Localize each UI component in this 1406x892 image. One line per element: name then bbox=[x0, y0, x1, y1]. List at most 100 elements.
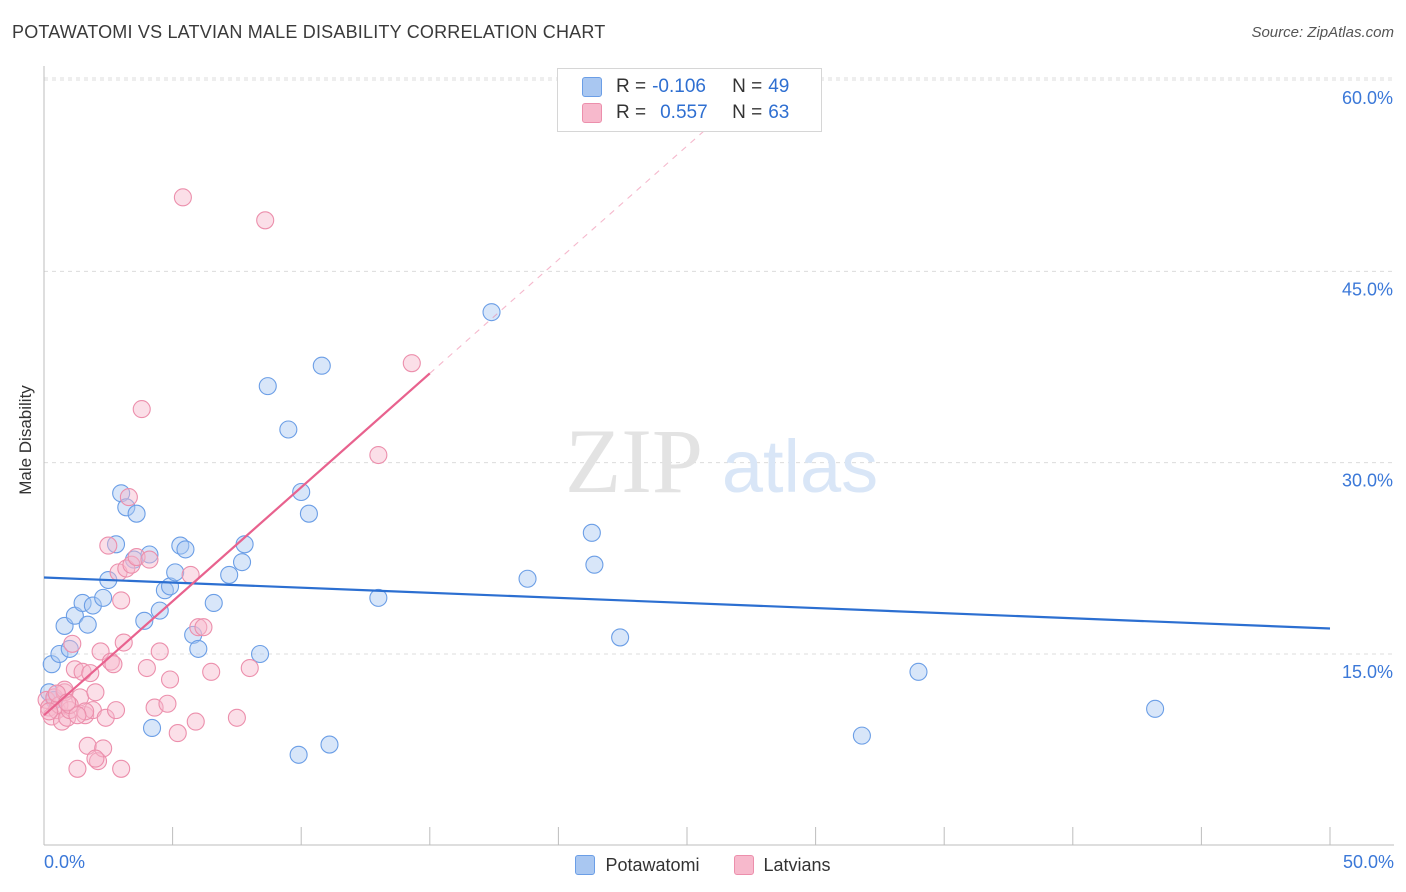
series-swatch-potawatomi bbox=[575, 855, 596, 875]
point-latvians bbox=[369, 445, 388, 465]
point-latvians bbox=[240, 658, 259, 678]
x-tick-label-min: 0.0% bbox=[44, 852, 86, 872]
point-latvians bbox=[189, 618, 208, 637]
point-latvians bbox=[86, 749, 105, 768]
point-latvians bbox=[160, 670, 180, 689]
point-latvians bbox=[140, 550, 159, 569]
series-legend: Potawatomi Latvians bbox=[0, 852, 1406, 878]
point-latvians bbox=[101, 652, 120, 671]
point-latvians bbox=[137, 658, 156, 678]
watermark-atlas: atlas bbox=[722, 425, 878, 508]
point-potawatomi bbox=[142, 718, 162, 738]
y-tick-label: 15.0% bbox=[1342, 662, 1393, 682]
point-potawatomi bbox=[292, 482, 311, 502]
point-potawatomi bbox=[176, 540, 195, 559]
legend-row-potawatomi: R = -0.106 N = 49 bbox=[582, 75, 789, 99]
trend-line-potawatomi bbox=[43, 576, 1331, 630]
point-potawatomi bbox=[220, 565, 239, 584]
point-potawatomi bbox=[94, 588, 113, 607]
point-potawatomi bbox=[320, 735, 339, 754]
legend-r-value: 0.557 bbox=[660, 102, 708, 123]
point-potawatomi bbox=[279, 420, 298, 439]
point-potawatomi bbox=[135, 611, 154, 630]
point-latvians bbox=[112, 759, 131, 778]
y-tick-label: 60.0% bbox=[1342, 88, 1393, 108]
chart-title: POTAWATOMI VS LATVIAN MALE DISABILITY CO… bbox=[12, 22, 606, 42]
series-swatch-latvians bbox=[733, 855, 754, 875]
point-potawatomi bbox=[312, 356, 331, 375]
series-legend-potawatomi[interactable]: Potawatomi bbox=[575, 854, 700, 876]
point-latvians bbox=[168, 724, 187, 743]
point-latvians bbox=[58, 693, 77, 712]
correlation-legend: R = -0.106 N = 49 R = 0.557 N = 63 bbox=[557, 68, 822, 132]
point-potawatomi bbox=[117, 498, 136, 517]
point-potawatomi bbox=[189, 639, 208, 658]
point-potawatomi bbox=[611, 628, 630, 647]
point-latvians bbox=[186, 712, 205, 731]
point-potawatomi bbox=[127, 504, 146, 523]
point-potawatomi bbox=[369, 588, 388, 607]
point-latvians bbox=[227, 708, 246, 727]
point-latvians bbox=[402, 354, 421, 373]
point-potawatomi bbox=[289, 745, 308, 764]
point-potawatomi bbox=[204, 593, 223, 613]
point-potawatomi bbox=[232, 553, 252, 572]
legend-r-label: R = bbox=[616, 102, 647, 123]
point-latvians bbox=[112, 591, 131, 610]
y-axis-label: Male Disability bbox=[16, 385, 35, 495]
series-legend-latvians[interactable]: Latvians bbox=[733, 854, 831, 876]
point-potawatomi bbox=[1146, 699, 1165, 718]
point-latvians bbox=[68, 759, 87, 778]
point-latvians bbox=[68, 706, 87, 725]
legend-row-latvians: R = 0.557 N = 63 bbox=[582, 101, 789, 125]
point-latvians bbox=[150, 642, 169, 661]
point-latvians bbox=[132, 400, 151, 419]
series-label-latvians: Latvians bbox=[763, 854, 831, 875]
point-potawatomi bbox=[518, 569, 537, 588]
point-potawatomi bbox=[78, 615, 97, 634]
point-latvians bbox=[158, 694, 177, 713]
point-latvians bbox=[104, 655, 123, 674]
point-potawatomi bbox=[582, 523, 601, 542]
point-latvians bbox=[86, 683, 105, 702]
point-latvians bbox=[96, 708, 115, 727]
point-potawatomi bbox=[106, 535, 126, 554]
y-tick-label: 45.0% bbox=[1342, 279, 1393, 299]
series-label-potawatomi: Potawatomi bbox=[605, 854, 700, 875]
point-potawatomi bbox=[50, 644, 69, 664]
point-potawatomi bbox=[258, 377, 277, 396]
legend-r-value: -0.106 bbox=[652, 76, 706, 97]
legend-swatch-latvians bbox=[582, 103, 602, 123]
point-latvians bbox=[47, 684, 66, 703]
point-latvians bbox=[106, 701, 126, 720]
point-latvians bbox=[114, 633, 133, 652]
watermark: ZIP atlas bbox=[565, 410, 878, 512]
y-tick-label: 30.0% bbox=[1342, 471, 1393, 491]
point-potawatomi bbox=[482, 303, 501, 322]
point-potawatomi bbox=[585, 555, 604, 574]
trend-lines bbox=[43, 111, 1331, 717]
point-potawatomi bbox=[60, 639, 79, 658]
y-tick-labels: 15.0% 30.0% 45.0% 60.0% bbox=[1342, 88, 1393, 682]
legend-n-label: N = bbox=[732, 76, 763, 97]
point-latvians bbox=[99, 536, 118, 555]
point-potawatomi bbox=[909, 662, 928, 681]
source-label: Source: ZipAtlas.com bbox=[1251, 24, 1394, 41]
point-latvians bbox=[202, 662, 221, 681]
legend-n-value: 63 bbox=[768, 102, 790, 123]
point-latvians bbox=[94, 739, 113, 758]
point-potawatomi bbox=[150, 601, 169, 620]
trend-line-latvians-extension bbox=[429, 111, 726, 374]
point-latvians bbox=[119, 488, 138, 507]
point-latvians bbox=[194, 618, 213, 637]
point-potawatomi bbox=[852, 726, 871, 745]
legend-swatch-potawatomi bbox=[582, 77, 602, 97]
point-potawatomi bbox=[250, 644, 270, 664]
point-potawatomi bbox=[42, 655, 61, 674]
point-potawatomi bbox=[299, 504, 318, 523]
point-latvians bbox=[173, 188, 192, 207]
point-latvians bbox=[256, 211, 275, 230]
x-tick-label-max: 50.0% bbox=[1342, 852, 1394, 872]
legend-n-label: N = bbox=[732, 102, 763, 123]
